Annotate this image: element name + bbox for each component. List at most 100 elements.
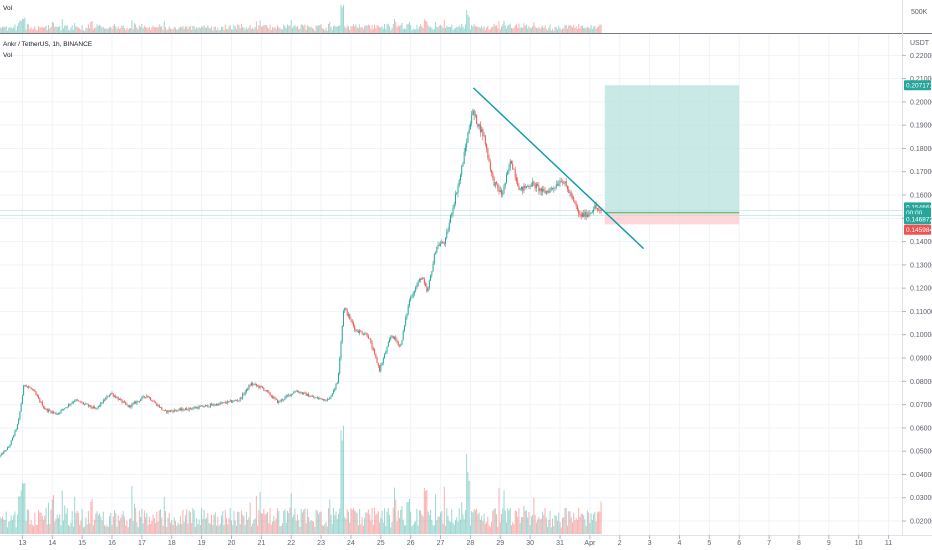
indicator-label[interactable]: Vol [3,52,13,59]
top-volume-bar [509,23,511,33]
price-tick-label: 0.210000 [910,76,932,83]
volume-bar [66,508,68,534]
candle-body [529,186,531,188]
volume-bar [579,517,581,534]
candle-body [385,351,387,355]
candle-body [153,401,155,403]
top-volume-bar [478,27,480,33]
top-volume-bar [66,25,68,33]
top-volume-bar [395,21,397,33]
candle-body [333,390,335,394]
time-axis[interactable]: 13 14 15 16 17 18 19 20 21 22 23 24 25 26 27 28 29 30 31 Ap… [19,535,893,547]
volume-bar [355,511,357,534]
candle-body [416,285,418,288]
candle-body [308,393,310,397]
top-volume-bar [257,29,259,33]
candle-body [457,186,459,194]
candle-body [369,338,371,340]
candle-body [214,405,216,406]
volume-bar [566,525,568,534]
volume-bar [155,522,157,534]
candle-body [239,397,241,401]
volume-bar [233,511,235,534]
top-volume-bar [260,26,262,33]
top-volume-bar [259,20,261,33]
volume-bar [280,525,282,534]
top-volume-bar [179,26,181,33]
top-volume-bar [309,27,311,33]
candle-body [158,405,160,408]
candle-body [533,181,535,183]
top-volume-bar [334,25,336,33]
volume-bar [310,520,312,534]
top-volume-bar [111,28,113,33]
top-volume-bar [366,25,368,33]
volume-bar [273,516,275,534]
candle-body [247,388,249,390]
volume-bar [1,516,3,534]
top-volume-bar [391,28,393,33]
candle-body [4,450,6,452]
top-volume-bar [568,25,570,33]
price-tick-label: 0.080000 [910,379,932,386]
volume-bar [534,514,536,534]
top-volume-bar [290,19,292,33]
top-volume-bar [148,26,150,33]
price-axis[interactable]: USDT 0.2200000.2100000.2000000.1900000.1… [902,40,932,526]
top-volume-bar [57,27,59,33]
candle-body [137,400,139,402]
candle-body [33,389,35,391]
top-volume-bar [305,29,307,33]
candle-body [193,407,195,409]
volume-bar [286,511,288,534]
symbol-title[interactable]: Ankr / TetherUS, 1h, BINANCE [3,41,93,48]
top-volume-bar [555,26,557,33]
volume-bar [110,513,112,534]
top-volume-bar [65,25,67,33]
candle-body [288,394,290,396]
candle-body [384,354,386,359]
candle-body [461,166,463,176]
candle-body [212,404,214,406]
volume-bar [370,520,372,534]
volume-bar [583,515,585,534]
candle-body [392,335,394,339]
candle-body [569,192,571,194]
top-volume-bar [178,27,180,33]
candle-body [600,210,602,211]
candle-body [330,396,332,398]
candle-body [240,397,242,399]
volume-bar [18,496,20,534]
top-volume-bar [49,28,51,33]
long-position-tool[interactable] [0,85,902,225]
top-volume-bar [425,20,427,33]
top-volume-bar [43,27,45,33]
candle-body [300,392,302,394]
top-volume-bar [13,27,15,33]
volume-bar [198,519,200,534]
candle-body [90,405,92,408]
top-volume-bar [218,30,220,33]
top-volume-bar [569,25,571,33]
top-volume-bar [275,28,277,33]
top-volume-bar [437,27,439,33]
top-volume-bar [110,26,112,33]
volume-bar [375,514,377,534]
volume-bar [259,492,261,534]
volume-bar [453,524,455,534]
top-volume-bar [208,27,210,33]
volume-bar [352,508,354,534]
volume-bar [369,514,371,534]
top-volume-bar [550,30,552,33]
volume-bar [594,511,596,534]
top-volume-bar [566,28,568,33]
price-tick-label: 0.190000 [910,123,932,130]
volume-bar [351,509,353,534]
volume-bar [219,523,221,534]
descending-trendline[interactable] [472,87,645,250]
volume-bar [528,511,530,534]
top-volume-bar [406,24,408,33]
candle-body [280,399,282,402]
volume-bar [41,515,43,534]
